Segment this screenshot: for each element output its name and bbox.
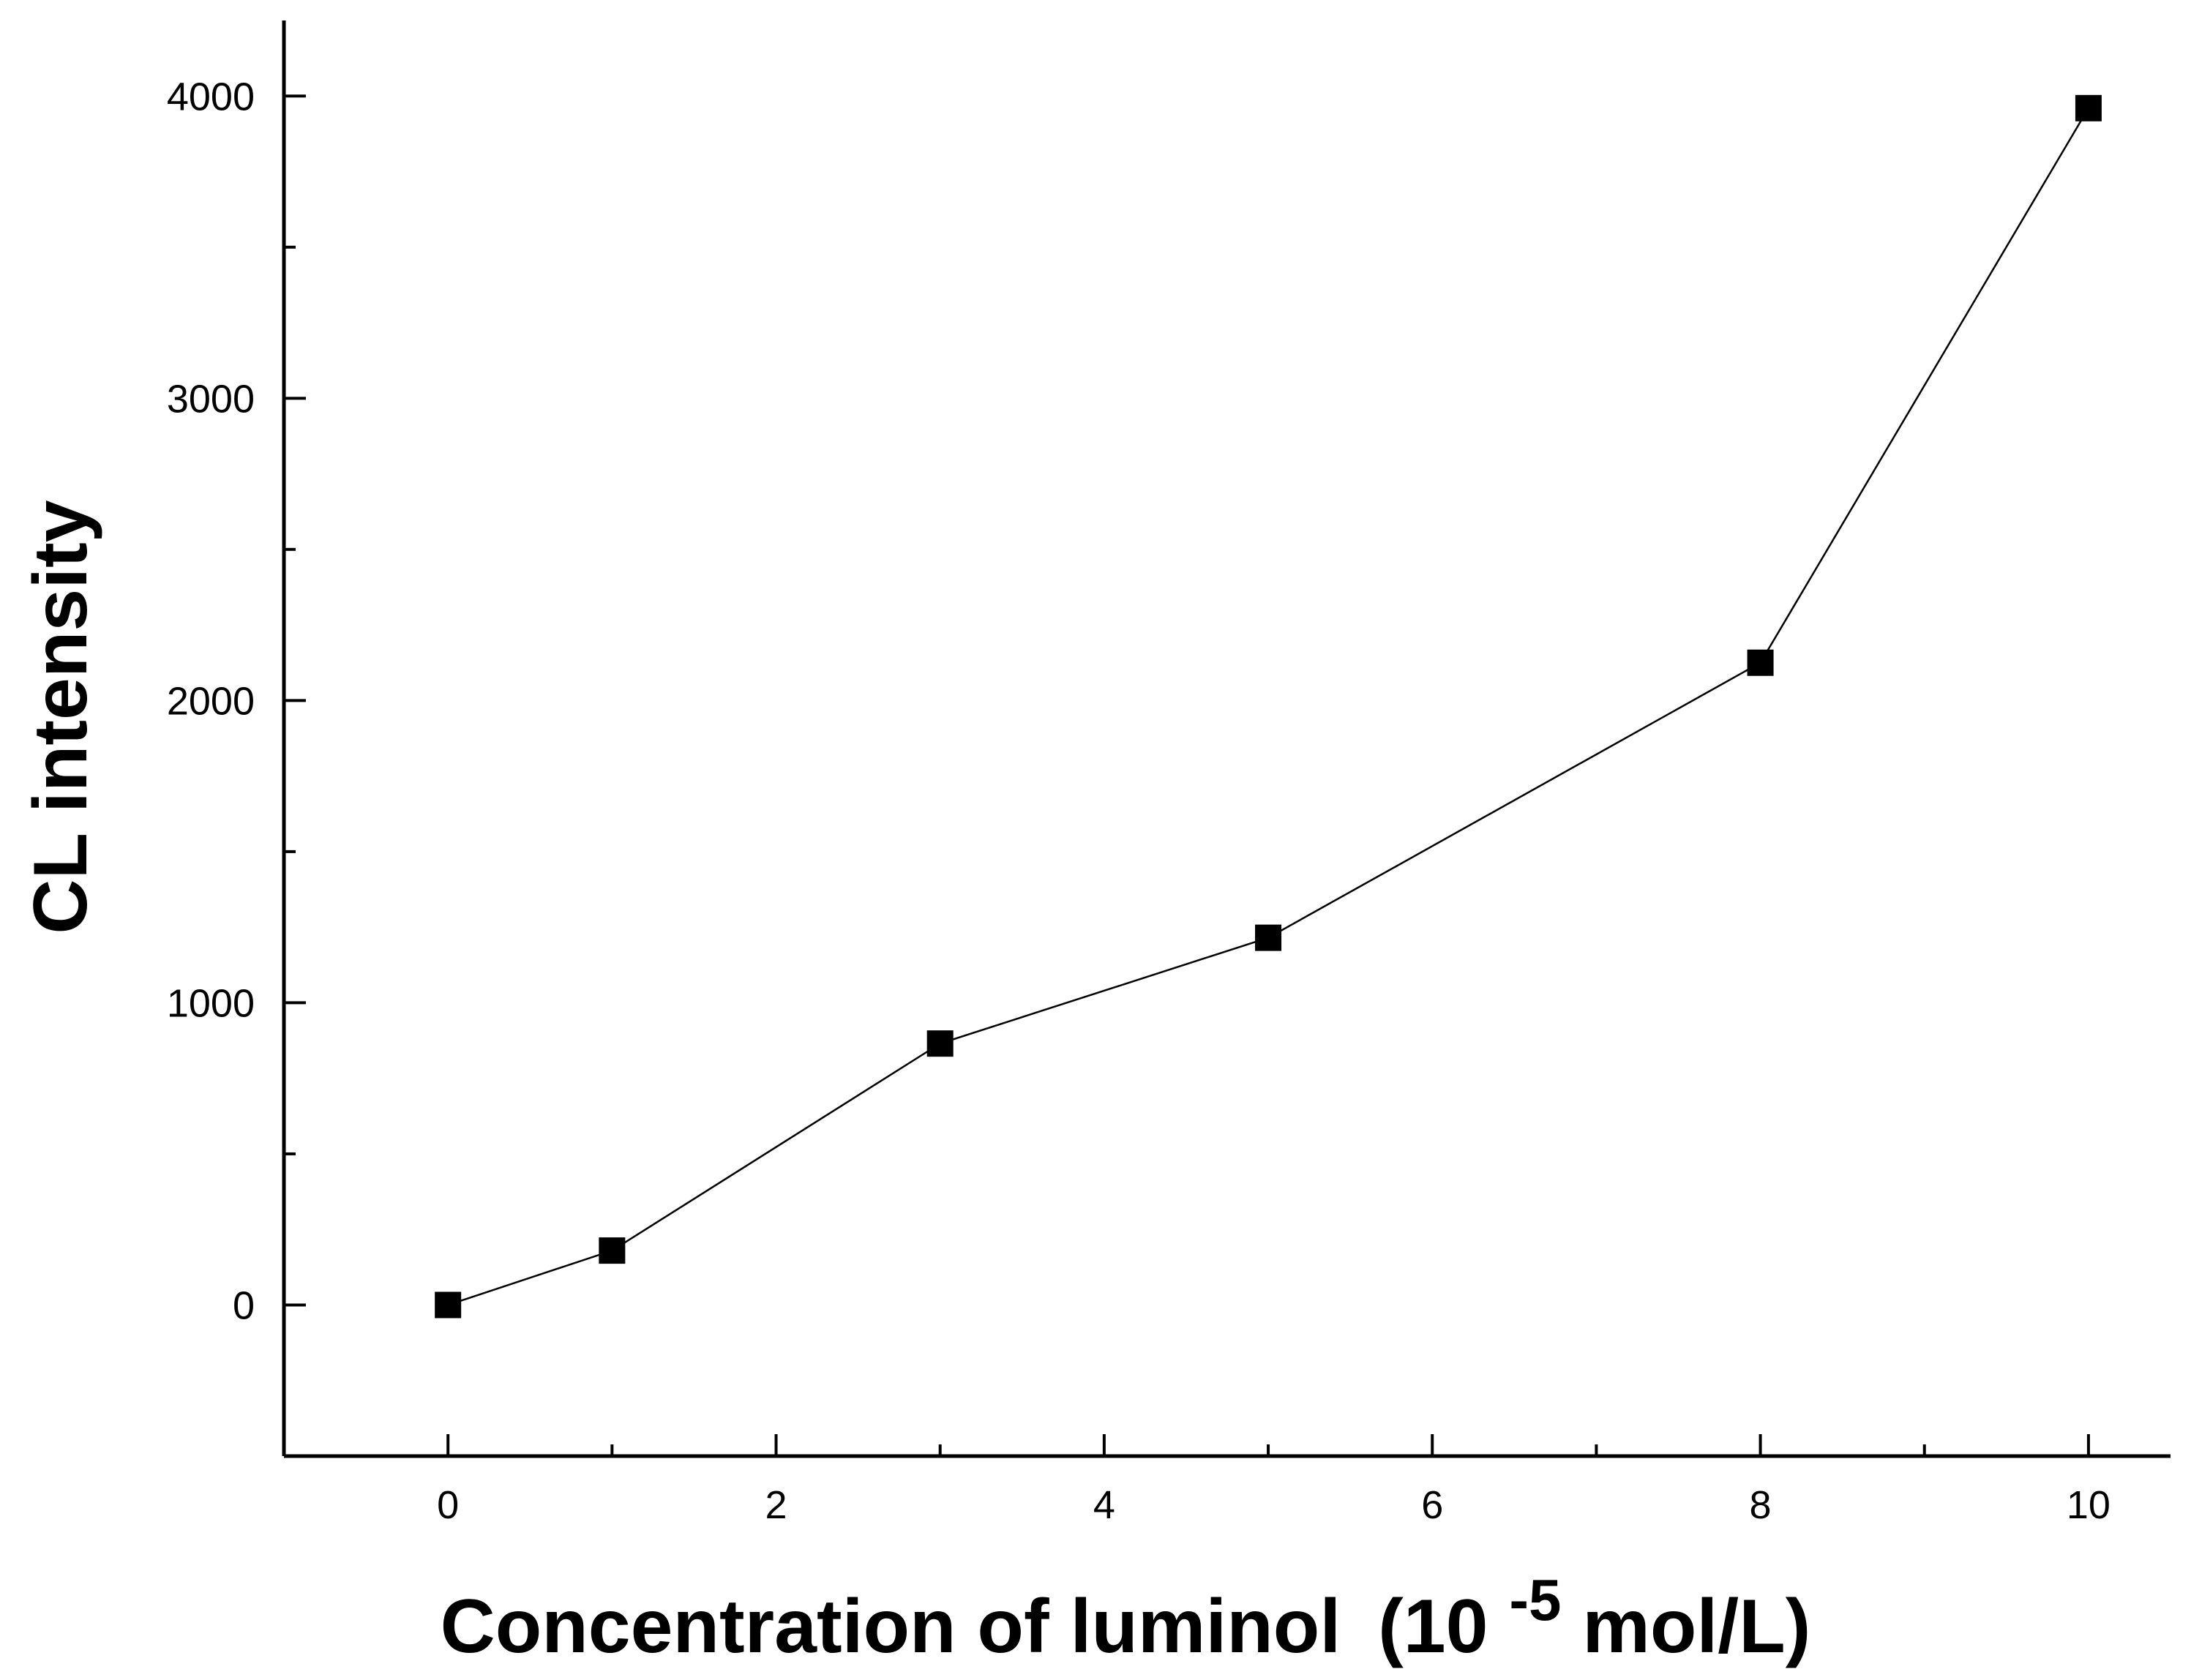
data-point xyxy=(926,1030,954,1057)
x-axis-title-unit-open: (10 xyxy=(1378,1584,1488,1669)
x-axis-title-unit-exponent: -5 xyxy=(1509,1567,1561,1632)
x-tick-label: 4 xyxy=(1093,1483,1115,1527)
series-line xyxy=(447,108,2089,1306)
x-axis-title-unit-close: mol/L) xyxy=(1582,1584,1810,1669)
data-point xyxy=(435,1291,462,1319)
x-tick-label: 6 xyxy=(1421,1483,1443,1527)
data-point xyxy=(599,1237,626,1264)
y-tick-label: 1000 xyxy=(167,981,255,1025)
data-point xyxy=(2075,94,2102,121)
x-axis-title: Concentration of luminol (10 -5 mol/L) xyxy=(441,1552,1811,1669)
y-tick-label: 3000 xyxy=(167,377,255,421)
y-tick-label: 4000 xyxy=(167,75,255,119)
x-axis-title-text: Concentration of luminol xyxy=(441,1584,1341,1669)
y-axis-title: CL intensity xyxy=(18,500,103,934)
y-tick-label: 2000 xyxy=(167,679,255,723)
data-point xyxy=(1747,649,1774,676)
x-tick-label: 8 xyxy=(1750,1483,1772,1527)
data-point xyxy=(1255,924,1282,951)
x-tick-label: 2 xyxy=(765,1483,787,1527)
axes: 0 2 4 6 8 10 0 1000 2000 3000 4000 xyxy=(167,20,2171,1527)
x-tick-label: 0 xyxy=(437,1483,459,1527)
y-tick-label: 0 xyxy=(233,1283,255,1327)
x-tick-label: 10 xyxy=(2067,1483,2111,1527)
series-layer xyxy=(435,94,2102,1319)
